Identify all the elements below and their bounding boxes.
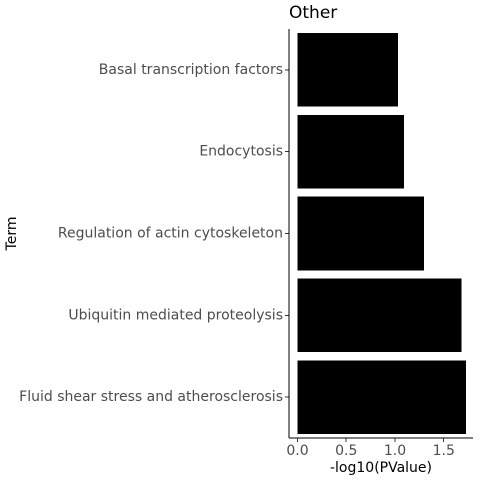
y-tick-label-2: Endocytosis — [199, 144, 283, 160]
y-tick-label-3: Regulation of actin cytoskeleton — [58, 226, 283, 242]
bars-layer — [297, 33, 466, 434]
y-tick-label-4: Ubiquitin mediated proteolysis — [68, 307, 283, 323]
bar-3 — [297, 197, 424, 271]
x-tick-label-2: 0.5 — [335, 443, 357, 459]
bar-1 — [297, 33, 397, 107]
bar-2 — [297, 115, 403, 189]
x-tick-label-4: 1.5 — [433, 443, 455, 459]
bar-5 — [297, 360, 466, 434]
bar-4 — [297, 278, 461, 352]
chart-title: Other — [289, 3, 337, 23]
y-axis: Basal transcription factors Endocytosis Re… — [19, 29, 289, 438]
y-tick-label-1: Basal transcription factors — [99, 62, 283, 78]
x-tick-label-1: 0.0 — [286, 443, 308, 459]
y-axis-title: Term — [4, 217, 20, 252]
x-tick-label-3: 1.0 — [384, 443, 406, 459]
x-axis-title: -log10(PValue) — [330, 460, 432, 476]
x-axis: 0.0 0.5 1.0 1.5 — [286, 438, 473, 459]
y-tick-label-5: Fluid shear stress and atherosclerosis — [19, 389, 283, 405]
